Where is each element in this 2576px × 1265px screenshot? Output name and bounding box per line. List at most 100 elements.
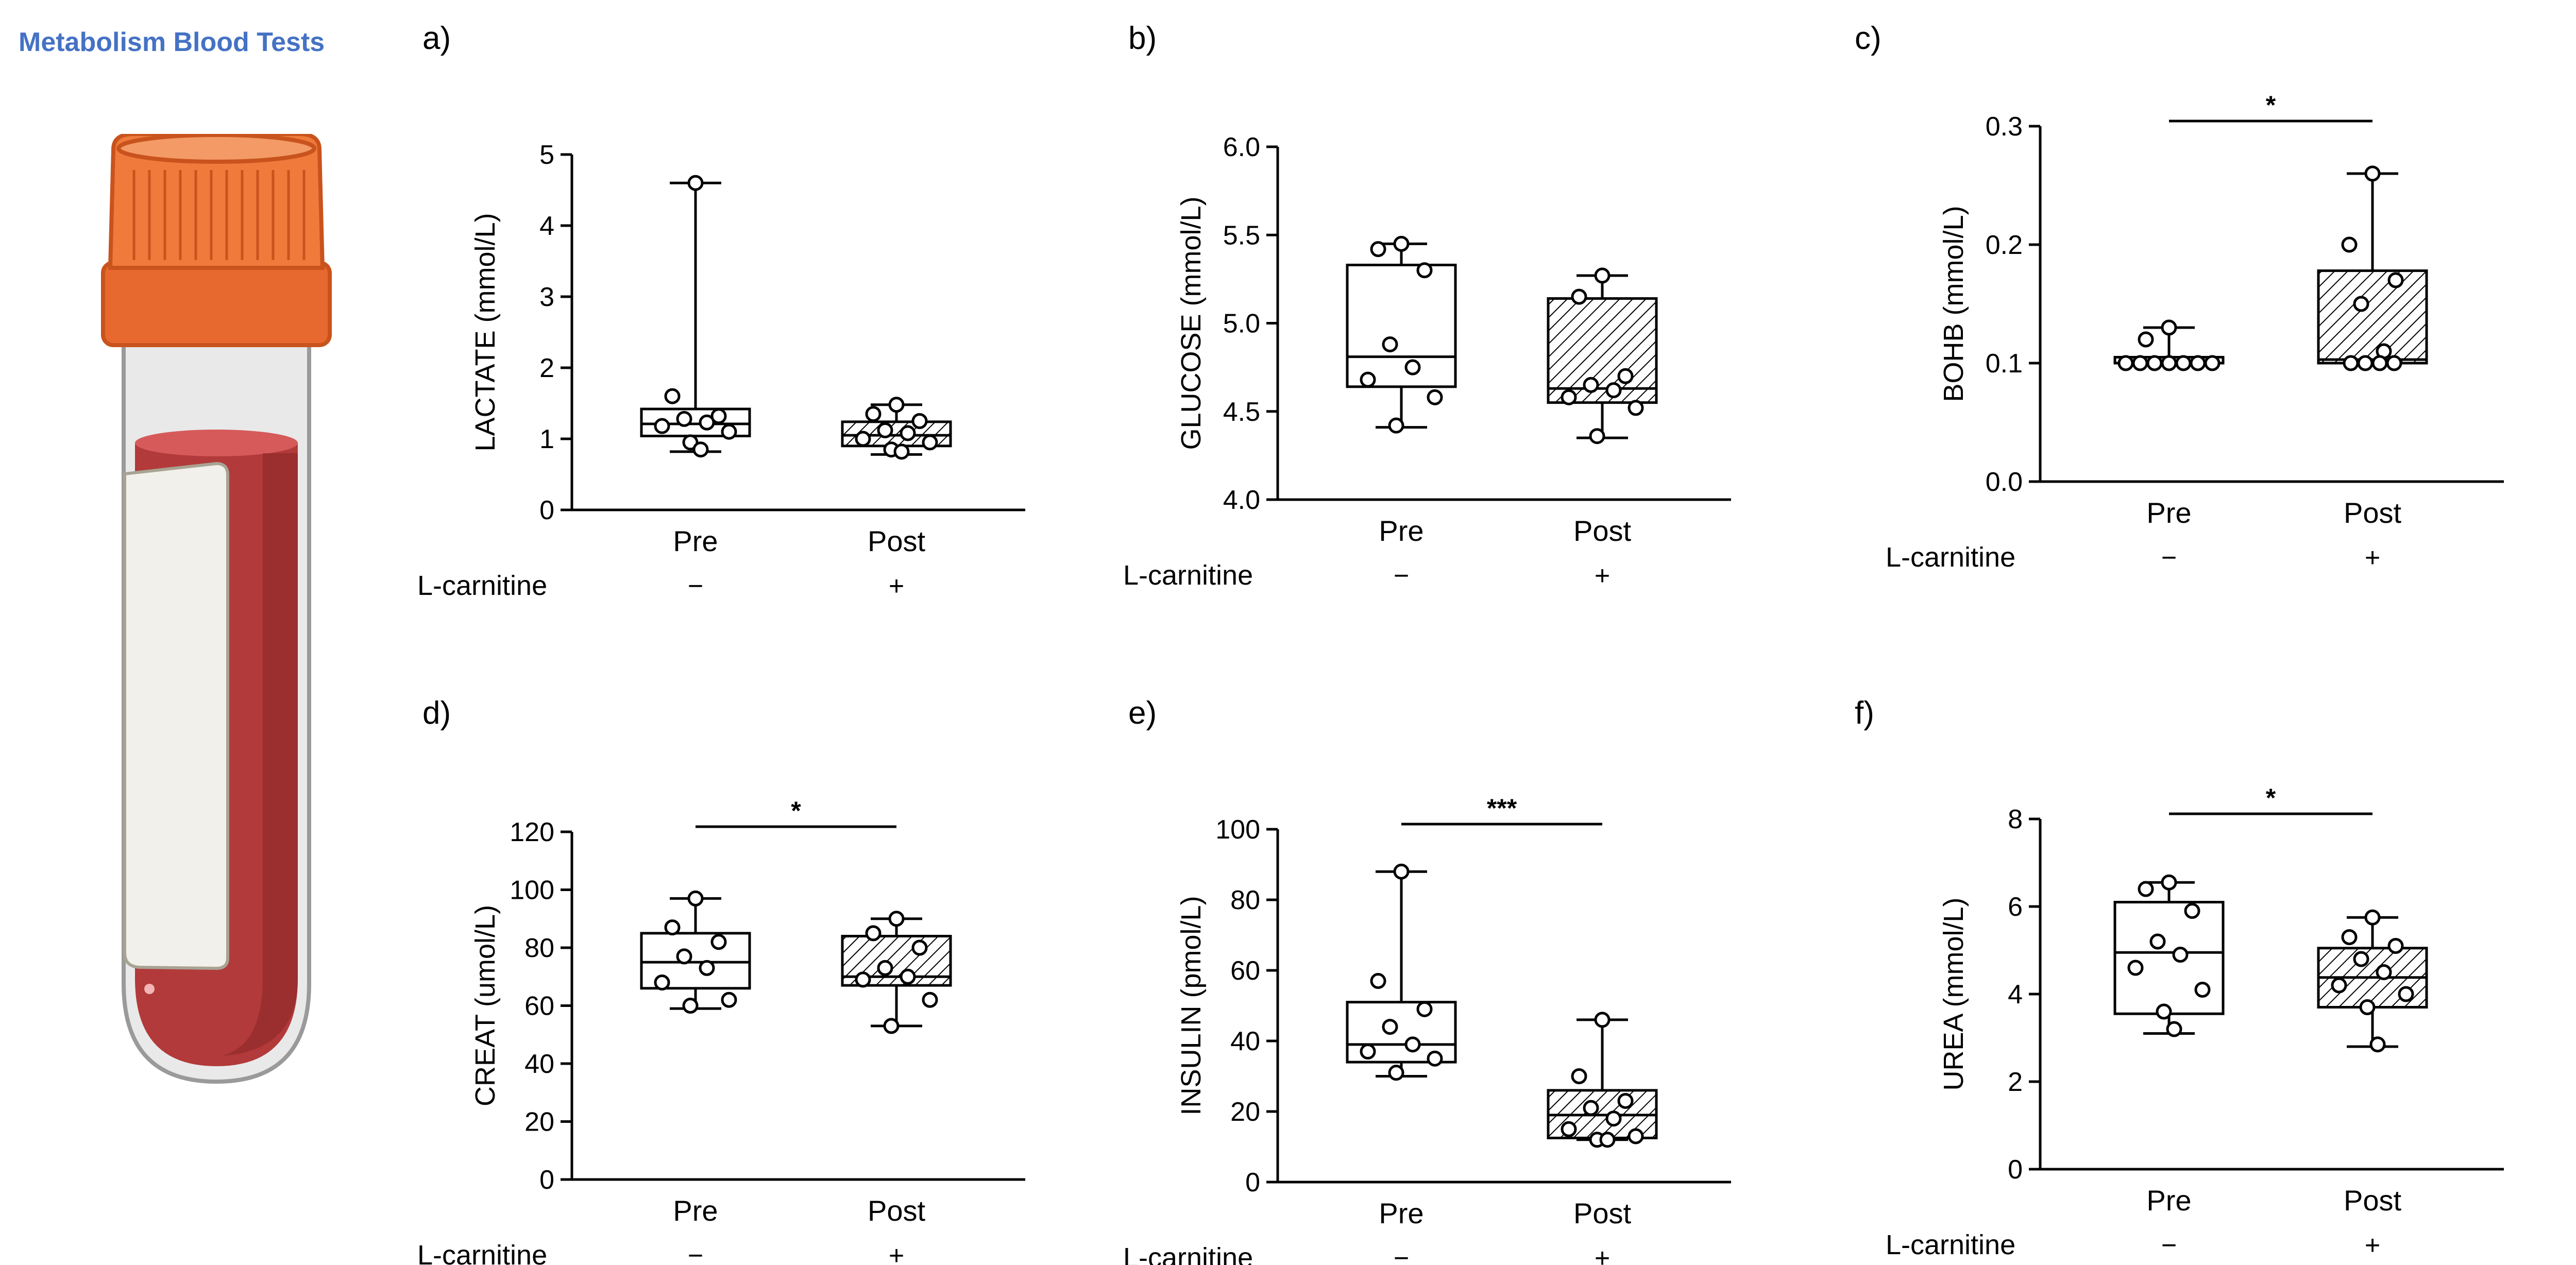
data-point	[710, 408, 727, 424]
treatment-sign: +	[1595, 1243, 1610, 1265]
data-point	[1393, 863, 1410, 880]
data-point	[922, 434, 938, 451]
data-point	[710, 934, 727, 950]
data-point	[922, 992, 938, 1008]
data-point	[1628, 1128, 1644, 1144]
y-tick-label: 100	[1215, 815, 1260, 845]
data-point	[1388, 1065, 1404, 1081]
data-point	[2161, 874, 2177, 891]
data-point	[1382, 336, 1398, 353]
y-tick-label: 60	[524, 992, 554, 1021]
y-tick-label: 2	[2008, 1067, 2023, 1097]
y-tick-label: 20	[524, 1107, 554, 1137]
treatment-sign: −	[2161, 1230, 2177, 1260]
data-point	[2172, 947, 2189, 963]
panel-label: f)	[1855, 695, 1874, 731]
box-post	[2317, 165, 2428, 371]
data-point	[2166, 1021, 2182, 1037]
y-tick-label: 0.0	[1986, 467, 2023, 497]
data-point	[1382, 1019, 1398, 1035]
data-point	[2364, 165, 2381, 182]
y-tick-label: 120	[510, 817, 554, 847]
box-pre	[1346, 235, 1457, 434]
y-tick-label: 0.1	[1986, 349, 2023, 379]
y-axis-title: GLUCOSE (mmol/L)	[1176, 196, 1207, 450]
data-point	[2376, 964, 2392, 980]
tube-cap-collar	[101, 261, 332, 347]
tube-cap	[108, 134, 325, 270]
treatment-sign: −	[688, 571, 703, 601]
significance-marker: *	[2266, 783, 2276, 812]
data-point	[664, 388, 681, 404]
data-point	[2364, 909, 2381, 926]
data-point	[699, 414, 715, 431]
data-point	[654, 975, 670, 990]
data-point	[676, 411, 692, 427]
data-point	[2127, 960, 2144, 976]
tube-cap-ridges	[132, 170, 306, 260]
data-point	[877, 960, 893, 976]
data-point	[2132, 355, 2148, 371]
data-point	[2138, 881, 2154, 897]
significance-marker: *	[791, 796, 801, 825]
y-tick-label: 100	[510, 876, 554, 905]
treatment-label: L-carnitine	[417, 1240, 547, 1265]
chart-panel-urea: f) 0 2 4 6 8 UREA (mmol/L) Pre − Post + L-carnitine…	[1855, 695, 2504, 1260]
y-axis-title: INSULIN (pmol/L)	[1176, 896, 1207, 1115]
data-point	[1617, 368, 1634, 384]
data-point	[2341, 236, 2358, 253]
data-point	[2161, 355, 2177, 371]
y-tick-label: 5.0	[1223, 309, 1260, 339]
data-point	[2190, 355, 2206, 371]
data-point	[2194, 982, 2211, 998]
tube-cap-top	[116, 134, 316, 164]
data-point	[682, 998, 699, 1014]
data-point	[2204, 355, 2221, 371]
x-category-label: Post	[2344, 1184, 2401, 1217]
data-point	[692, 441, 709, 458]
treatment-sign: −	[1394, 561, 1409, 591]
box-iqr	[1547, 297, 1658, 404]
data-point	[1360, 371, 1376, 388]
y-tick-label: 1	[539, 424, 554, 454]
data-point	[1605, 382, 1622, 399]
data-point	[2175, 355, 2192, 371]
box-iqr	[1346, 263, 1457, 388]
data-point	[1416, 262, 1433, 279]
x-category-label: Pre	[1379, 515, 1423, 547]
treatment-label: L-carnitine	[1123, 560, 1253, 591]
x-category-label: Pre	[673, 1194, 718, 1227]
data-point	[687, 175, 704, 191]
y-tick-label: 4.5	[1223, 397, 1260, 427]
y-tick-label: 80	[524, 933, 554, 963]
tube-blood-shade	[222, 453, 298, 1056]
y-tick-label: 4	[539, 211, 554, 241]
y-tick-label: 4	[2008, 980, 2023, 1010]
data-point	[877, 422, 893, 438]
data-point	[1416, 1001, 1433, 1017]
data-point	[1589, 428, 1605, 445]
data-point	[1594, 267, 1611, 284]
data-point	[865, 406, 882, 422]
page-title: Metabolism Blood Tests	[19, 27, 325, 57]
y-tick-label: 6.0	[1223, 132, 1260, 162]
y-tick-label: 8	[2008, 805, 2023, 834]
data-point	[1571, 1068, 1587, 1084]
data-point	[1360, 1044, 1376, 1060]
data-point	[1388, 417, 1404, 434]
panel-label: a)	[422, 21, 451, 56]
data-point	[2146, 355, 2163, 371]
y-tick-label: 5	[539, 140, 554, 170]
data-point	[888, 911, 905, 927]
box-post	[841, 911, 952, 1034]
data-point	[1404, 1036, 1421, 1053]
y-tick-label: 0.2	[1986, 230, 2023, 260]
data-point	[2138, 331, 2154, 348]
data-point	[2156, 1003, 2172, 1020]
data-point	[2117, 355, 2134, 371]
data-point	[2184, 903, 2200, 919]
y-tick-label: 40	[524, 1049, 554, 1079]
y-tick-label: 80	[1230, 885, 1260, 915]
data-point	[2149, 933, 2166, 950]
data-point	[1605, 1110, 1622, 1127]
